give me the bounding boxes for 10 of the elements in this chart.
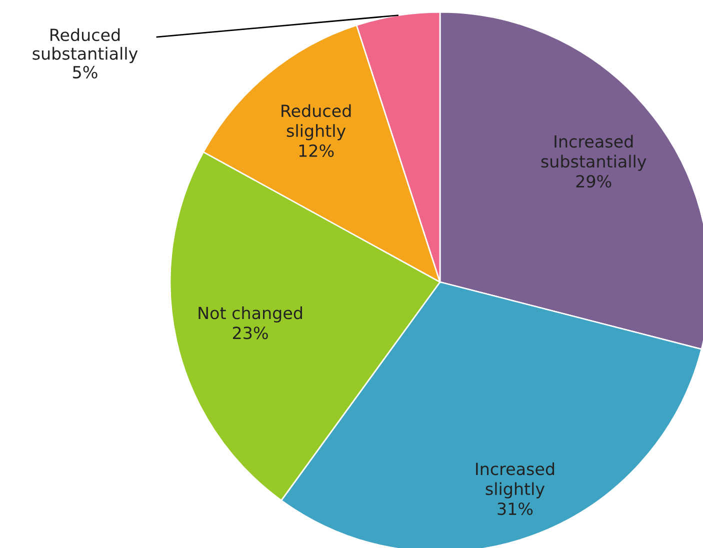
- data-label: 29%: [576, 175, 612, 188]
- data-label: 23%: [232, 326, 268, 340]
- slice-label: Reduced slightly: [282, 104, 351, 140]
- slice-label: Not changed: [198, 306, 302, 323]
- data-label: 31%: [498, 502, 533, 516]
- slice-label: Increased substantially: [541, 134, 646, 171]
- slice-label: Reduced substantially: [32, 28, 138, 64]
- data-label: 5%: [73, 66, 98, 78]
- slice-label: Increased slightly: [476, 462, 554, 498]
- data-label: 12%: [299, 144, 334, 157]
